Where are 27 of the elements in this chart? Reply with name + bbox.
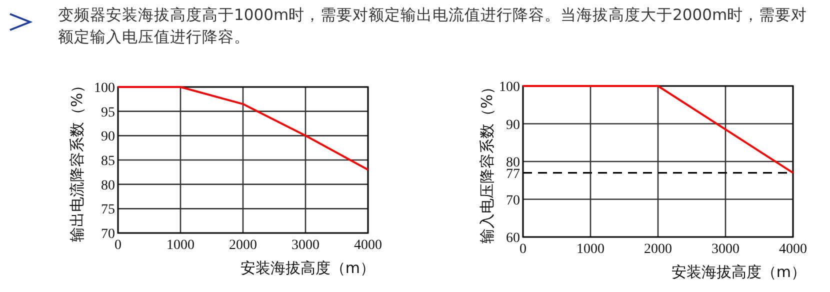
y-tick-label: 70 [506, 193, 520, 208]
y-tick-label: 90 [101, 130, 115, 145]
x-tick-label: 2000 [229, 238, 257, 253]
y-tick-label: 77 [506, 166, 520, 182]
x-tick-label: 4000 [354, 238, 382, 253]
x-tick-label: 0 [520, 242, 526, 257]
y-tick-label: 75 [101, 202, 115, 218]
x-axis-title: 安装海拔高度（m） [671, 263, 806, 281]
y-tick-label: 90 [506, 118, 520, 133]
y-tick-label: 70 [101, 227, 115, 242]
x-tick-label: 1000 [576, 242, 604, 257]
x-tick-label: 0 [114, 238, 122, 253]
y-tick-label: 100 [94, 81, 115, 96]
y-tick-label: 100 [499, 80, 520, 95]
x-axis-title: 安装海拔高度（m） [240, 259, 375, 277]
text: 变频器安装海拔高度高于1000m时，需要对额定输出电流值进行降容。当海拔高度大于2000m时，需要对额定输入电压值进行降容。 [58, 5, 808, 48]
x-tick-label: 4000 [779, 242, 807, 257]
x-tick-label: 3000 [712, 242, 740, 257]
y-tick-label: 85 [101, 154, 115, 169]
y-axis-title: 输入电压降容系数（%） [478, 79, 496, 244]
y-tick-label: 95 [101, 105, 115, 120]
x-tick-label: 3000 [292, 238, 320, 253]
y-tick-label: 80 [101, 178, 115, 194]
y-axis-title: 输出电流降容系数（%） [68, 78, 86, 242]
y-tick-label: 60 [506, 231, 520, 246]
x-tick-label: 2000 [644, 242, 672, 257]
x-tick-label: 1000 [166, 238, 194, 253]
